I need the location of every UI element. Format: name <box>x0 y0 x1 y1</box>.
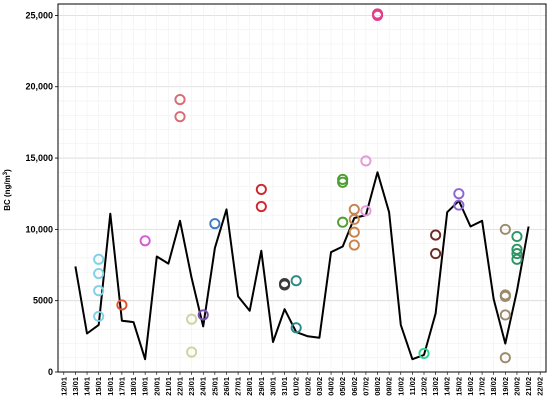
x-tick-label: 22/01 <box>176 377 185 396</box>
data-point-marker <box>499 309 511 321</box>
x-tick-label: 23/01 <box>187 377 196 396</box>
x-tick-label: 18/02 <box>489 377 498 396</box>
x-tick-label: 24/01 <box>199 377 208 396</box>
x-tick-label: 08/02 <box>373 377 382 396</box>
y-axis-label: BC (ng/m3) <box>3 169 12 211</box>
x-tick-label: 21/01 <box>164 377 173 396</box>
y-tick-label: 25,000 <box>25 10 53 20</box>
data-point-marker <box>93 285 105 297</box>
x-tick-label: 14/01 <box>83 377 92 396</box>
x-tick-label: 20/02 <box>512 377 521 396</box>
data-point-marker <box>348 213 360 225</box>
data-point-marker <box>360 155 372 167</box>
y-tick-label: 0 <box>48 367 53 377</box>
x-tick-label: 20/01 <box>152 377 161 396</box>
x-tick-label: 29/01 <box>257 377 266 396</box>
x-tick-label: 21/02 <box>524 377 533 396</box>
data-point-marker <box>337 216 349 228</box>
x-tick-label: 25/01 <box>210 377 219 396</box>
data-point-marker <box>418 347 430 360</box>
data-point-marker <box>453 188 465 200</box>
x-tick-label: 15/01 <box>94 377 103 396</box>
x-tick-label: 22/02 <box>536 377 545 396</box>
y-axis-label-main: BC (ng/m <box>3 175 12 211</box>
data-point-marker <box>174 94 186 106</box>
svg-text:BC (ng/m3): BC (ng/m3) <box>3 169 12 211</box>
marker-group <box>93 8 523 364</box>
x-tick-label: 05/02 <box>338 377 347 396</box>
data-point-marker <box>209 218 221 230</box>
data-point-marker <box>174 111 186 123</box>
x-tick-label: 15/02 <box>454 377 463 396</box>
x-tick-label: 04/02 <box>327 377 336 396</box>
bc-series-line <box>74 171 530 361</box>
data-point-marker <box>511 230 523 243</box>
x-tick-label: 27/01 <box>234 377 243 396</box>
data-point-marker <box>139 235 151 247</box>
data-point-marker <box>186 346 198 358</box>
x-tick-label: 30/01 <box>268 377 277 396</box>
y-ticks: 0 5000 10,000 15,000 20,000 25,000 <box>25 10 58 377</box>
data-point-marker <box>290 322 302 334</box>
data-point-marker <box>499 290 511 302</box>
x-tick-label: 14/02 <box>443 377 452 396</box>
x-tick-label: 01/02 <box>292 377 301 396</box>
y-tick-label: 20,000 <box>25 82 53 92</box>
bc-series-line-group <box>74 171 530 361</box>
data-point-marker <box>197 309 209 321</box>
x-tick-label: 09/02 <box>385 377 394 396</box>
data-point-marker <box>93 253 105 265</box>
x-tick-label: 06/02 <box>350 377 359 396</box>
y-tick-label: 15,000 <box>25 153 53 163</box>
data-point-marker <box>255 200 267 213</box>
data-point-marker <box>116 299 128 311</box>
x-tick-label: 11/02 <box>408 377 417 395</box>
x-tick-label: 17/01 <box>117 377 126 396</box>
data-point-marker <box>453 199 465 211</box>
data-point-marker <box>499 352 511 364</box>
data-point-marker <box>337 176 349 188</box>
x-tick-label: 12/01 <box>59 377 68 396</box>
data-point-marker <box>279 279 291 291</box>
x-tick-label: 31/01 <box>280 377 289 396</box>
x-tick-label: 18/01 <box>129 377 138 396</box>
x-tick-label: 16/02 <box>466 377 475 396</box>
x-tick-label: 16/01 <box>106 377 115 396</box>
x-tick-label: 07/02 <box>361 377 370 396</box>
data-point-marker <box>348 239 360 251</box>
x-tick-label: 12/02 <box>420 377 429 396</box>
x-tick-label: 03/02 <box>315 377 324 396</box>
data-point-marker <box>511 253 523 265</box>
data-point-marker <box>348 226 360 238</box>
x-tick-label: 19/01 <box>141 377 150 396</box>
plot-frame <box>57 3 547 373</box>
x-ticks: 12/01 13/01 14/01 15/01 16/01 17/01 18/01 19/01… <box>59 372 545 396</box>
y-tick-label: 10,000 <box>25 224 53 234</box>
data-point-marker <box>93 310 105 322</box>
data-point-marker <box>371 9 384 21</box>
data-point-marker <box>290 275 302 287</box>
x-tick-label: 26/01 <box>222 377 231 396</box>
y-tick-label: 5000 <box>33 296 53 306</box>
data-point-marker <box>360 205 372 217</box>
grid <box>58 4 546 372</box>
x-tick-label: 13/01 <box>71 377 80 396</box>
x-tick-label: 10/02 <box>396 377 405 396</box>
x-tick-label: 28/01 <box>245 377 254 396</box>
data-point-marker <box>511 248 523 260</box>
y-axis-label-end: ) <box>3 169 12 172</box>
x-tick-label: 13/02 <box>431 377 440 396</box>
data-point-marker <box>93 268 105 280</box>
data-point-marker <box>430 248 442 260</box>
data-point-marker <box>255 183 267 195</box>
x-tick-label: 19/02 <box>501 377 510 396</box>
data-point-marker <box>499 223 511 235</box>
y-axis-label-sup: 3 <box>3 171 9 175</box>
x-tick-label: 02/02 <box>303 377 312 396</box>
x-tick-label: 17/02 <box>478 377 487 396</box>
data-point-marker <box>430 229 442 241</box>
data-point-marker <box>186 313 198 325</box>
